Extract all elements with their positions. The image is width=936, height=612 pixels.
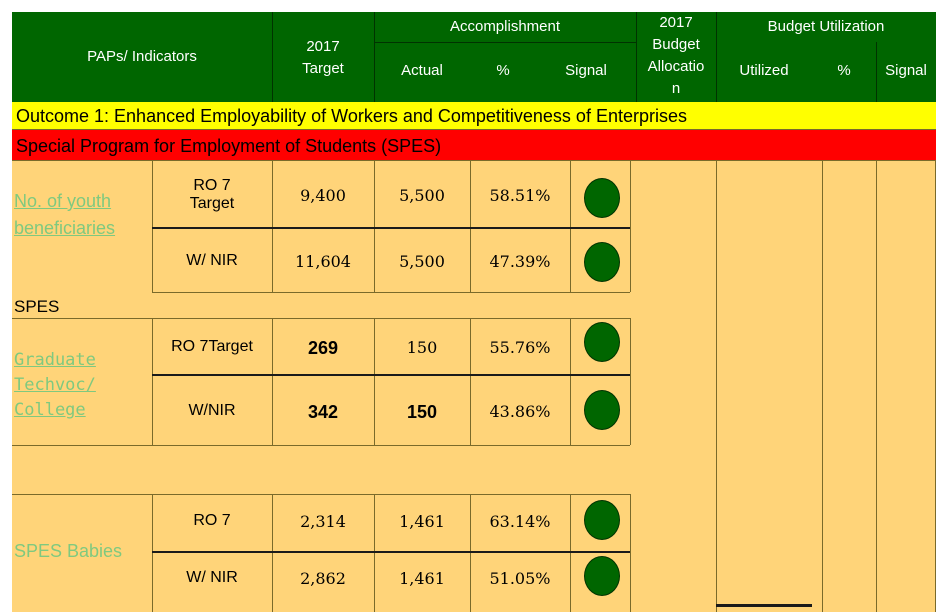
budget-percent-header: % <box>837 62 851 79</box>
signal-green-icon <box>584 390 620 430</box>
table-row-label: W/ NIR <box>186 569 238 586</box>
budget-allocation-header: 2017 Budget Allocatio n <box>647 14 705 97</box>
table-row-label: RO 7 Target <box>189 177 235 212</box>
table-row-label: RO 7 <box>193 512 231 529</box>
target-value: 9,400 <box>300 185 346 205</box>
percent-value: 47.39% <box>489 251 551 271</box>
percent-value: 58.51% <box>489 185 551 205</box>
budget-signal-header: Signal <box>885 62 927 79</box>
program-row: Special Program for Employment of Studen… <box>12 130 936 161</box>
outcome-row: Outcome 1: Enhanced Employability of Wor… <box>12 102 936 130</box>
signal-green-icon <box>584 242 620 282</box>
accomplishment-header: Accomplishment <box>449 18 561 35</box>
actual-header: Actual <box>401 62 443 79</box>
outcome-text: Outcome 1: Enhanced Employability of Wor… <box>16 106 687 126</box>
percent-value: 63.14% <box>489 511 551 531</box>
actual-value: 1,461 <box>399 568 445 588</box>
table-row-label: RO 7Target <box>171 338 253 355</box>
budget-utilization-header: Budget Utilization <box>767 18 885 35</box>
signal-green-icon <box>584 556 620 596</box>
table-header <box>12 12 936 102</box>
indicator-graduate-techvoc-college[interactable]: Graduate Techvoc/ College <box>14 350 96 420</box>
actual-value: 5,500 <box>399 251 445 271</box>
utilized-header: Utilized <box>739 62 789 79</box>
paps-indicators-header: PAPs/ Indicators <box>87 48 197 65</box>
section-label-spes: SPES <box>14 297 60 316</box>
target-value: 2,862 <box>300 568 346 588</box>
target-2017-header: 2017 Target <box>302 38 344 77</box>
signal-green-icon <box>584 500 620 540</box>
percent-value: 55.76% <box>489 337 551 357</box>
actual-value: 150 <box>406 401 438 422</box>
table-row-label: W/ NIR <box>186 252 238 269</box>
percent-value: 51.05% <box>489 568 551 588</box>
target-value: 269 <box>307 337 339 358</box>
target-value: 342 <box>307 401 339 422</box>
actual-value: 150 <box>406 337 438 357</box>
table-body <box>12 161 936 612</box>
actual-value: 1,461 <box>399 511 445 531</box>
program-text: Special Program for Employment of Studen… <box>16 136 442 156</box>
target-value: 11,604 <box>295 251 351 271</box>
target-value: 2,314 <box>300 511 346 531</box>
actual-value: 5,500 <box>399 185 445 205</box>
percent-value: 43.86% <box>489 401 551 421</box>
indicator-youth-beneficiaries[interactable]: No. of youth beneficiaries <box>14 191 116 238</box>
signal-green-icon <box>584 322 620 362</box>
table-row-label: W/NIR <box>188 402 236 419</box>
signal-green-icon <box>584 178 620 218</box>
percent-header: % <box>496 62 510 79</box>
indicator-spes-babies[interactable]: SPES Babies <box>14 541 123 561</box>
signal-header: Signal <box>565 62 607 79</box>
